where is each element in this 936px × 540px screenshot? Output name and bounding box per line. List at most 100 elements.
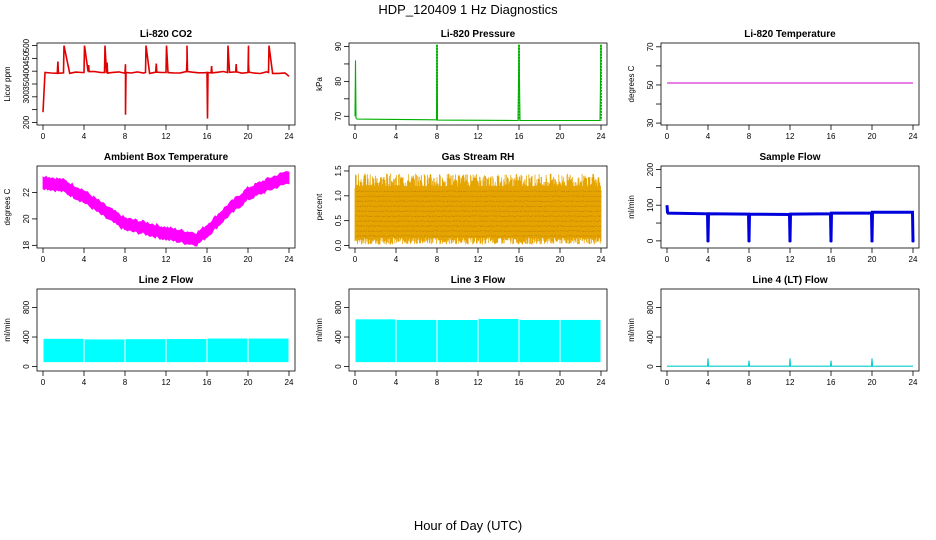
x-tick-label: 0 (665, 378, 670, 387)
flow-block (125, 339, 166, 363)
y-axis-label: ml/min (3, 318, 12, 342)
y-tick-label: 200 (22, 115, 31, 129)
y-tick-label: 22 (22, 187, 31, 196)
flow-block (478, 318, 519, 363)
y-tick-label: 300 (22, 90, 31, 104)
x-tick-label: 24 (909, 132, 918, 141)
y-tick-label: 450 (22, 51, 31, 65)
x-tick-label: 12 (474, 255, 483, 264)
y-axis-label: percent (315, 193, 324, 220)
x-tick-label: 12 (162, 255, 171, 264)
panel-title: Li-820 Pressure (441, 29, 516, 40)
panel-title: Ambient Box Temperature (104, 152, 229, 163)
x-tick-label: 12 (786, 255, 795, 264)
flow-block (248, 338, 289, 363)
y-tick-label: 0 (334, 364, 343, 369)
y-axis-label: degrees C (627, 65, 636, 102)
panel-title: Sample Flow (759, 152, 820, 163)
flow-block (519, 319, 560, 363)
x-tick-label: 16 (515, 132, 524, 141)
y-tick-label: 90 (334, 41, 343, 50)
y-tick-label: 0 (646, 364, 655, 369)
rh-texture (355, 190, 602, 237)
panel-7: Line 3 Flow ml/min 0 4 8 12 16 20 24 0 400 800 (315, 275, 608, 387)
flow-point (706, 239, 710, 243)
y-axis-label: ml/min (315, 318, 324, 342)
x-tick-label: 0 (353, 378, 358, 387)
x-tick-label: 16 (515, 255, 524, 264)
x-tick-label: 20 (868, 378, 877, 387)
x-tick-label: 8 (747, 255, 752, 264)
x-tick-label: 16 (827, 378, 836, 387)
y-tick-label: 70 (334, 111, 343, 120)
flow-point (870, 239, 874, 243)
panel-1: Li-820 Pressure kPa 0 4 8 12 16 20 24 70 80 90 (315, 29, 608, 141)
x-tick-label: 20 (556, 255, 565, 264)
y-axis-label: Licor ppm (3, 66, 12, 101)
y-axis-label: ml/min (627, 195, 636, 219)
x-tick-label: 12 (474, 378, 483, 387)
x-tick-label: 24 (285, 132, 294, 141)
y-tick-label: 400 (22, 330, 31, 344)
x-tick-label: 4 (82, 132, 87, 141)
y-tick-label: 200 (646, 162, 655, 176)
x-tick-label: 20 (244, 255, 253, 264)
y-tick-label: 800 (22, 300, 31, 314)
x-tick-label: 0 (665, 132, 670, 141)
y-tick-label: 400 (646, 330, 655, 344)
y-tick-label: 18 (22, 240, 31, 249)
x-tick-label: 16 (515, 378, 524, 387)
y-axis-label: degrees C (3, 188, 12, 225)
x-tick-label: 0 (353, 132, 358, 141)
panel-4: Gas Stream RH percent 0 4 8 12 16 20 24 0.0 0.5 1.0… (315, 152, 608, 264)
x-tick-label: 8 (747, 378, 752, 387)
x-tick-label: 4 (706, 378, 711, 387)
x-tick-label: 24 (285, 255, 294, 264)
series-line (667, 358, 913, 367)
flow-point (911, 239, 915, 243)
x-tick-label: 24 (597, 255, 606, 264)
flow-block (207, 338, 248, 363)
x-tick-label: 8 (435, 255, 440, 264)
x-tick-label: 24 (597, 378, 606, 387)
x-tick-label: 8 (435, 132, 440, 141)
x-tick-label: 12 (162, 378, 171, 387)
x-tick-label: 4 (706, 255, 711, 264)
panel-title: Li-820 Temperature (744, 29, 836, 40)
x-tick-label: 20 (244, 132, 253, 141)
y-tick-label: 400 (22, 64, 31, 78)
x-tick-label: 24 (909, 378, 918, 387)
panel-title: Line 4 (LT) Flow (752, 275, 828, 286)
panel-6: Line 2 Flow ml/min 0 4 8 12 16 20 24 0 400 800 (3, 275, 296, 387)
panel-3: Ambient Box Temperature degrees C 0 4 8 12 16 2… (3, 152, 296, 264)
panel-title: Line 3 Flow (451, 275, 506, 286)
panel-5: Sample Flow ml/min 0 4 8 12 16 20 24 0 100 200 (627, 152, 920, 264)
flow-point (829, 239, 833, 243)
y-tick-label: 800 (334, 300, 343, 314)
x-tick-label: 12 (786, 132, 795, 141)
panel-8: Line 4 (LT) Flow ml/min 0 4 8 12 16 20 24 0 400 800 (627, 275, 920, 387)
x-tick-label: 20 (556, 132, 565, 141)
x-tick-label: 4 (394, 132, 399, 141)
temperature-band (42, 171, 290, 247)
flow-block (166, 339, 207, 363)
flow-block (84, 339, 125, 363)
y-tick-label: 400 (334, 330, 343, 344)
y-tick-label: 50 (646, 80, 655, 89)
x-tick-label: 16 (827, 132, 836, 141)
flow-point (747, 239, 751, 243)
y-tick-label: 1.5 (334, 165, 343, 177)
y-axis-label: kPa (315, 77, 324, 91)
flow-block (560, 319, 601, 363)
figure-title: HDP_120409 1 Hz Diagnostics (378, 2, 558, 17)
x-tick-label: 24 (909, 255, 918, 264)
y-tick-label: 0.5 (334, 215, 343, 227)
x-tick-label: 16 (203, 255, 212, 264)
series-line (42, 45, 290, 119)
y-tick-label: 30 (646, 118, 655, 127)
x-tick-label: 0 (41, 132, 46, 141)
x-tick-label: 8 (747, 132, 752, 141)
